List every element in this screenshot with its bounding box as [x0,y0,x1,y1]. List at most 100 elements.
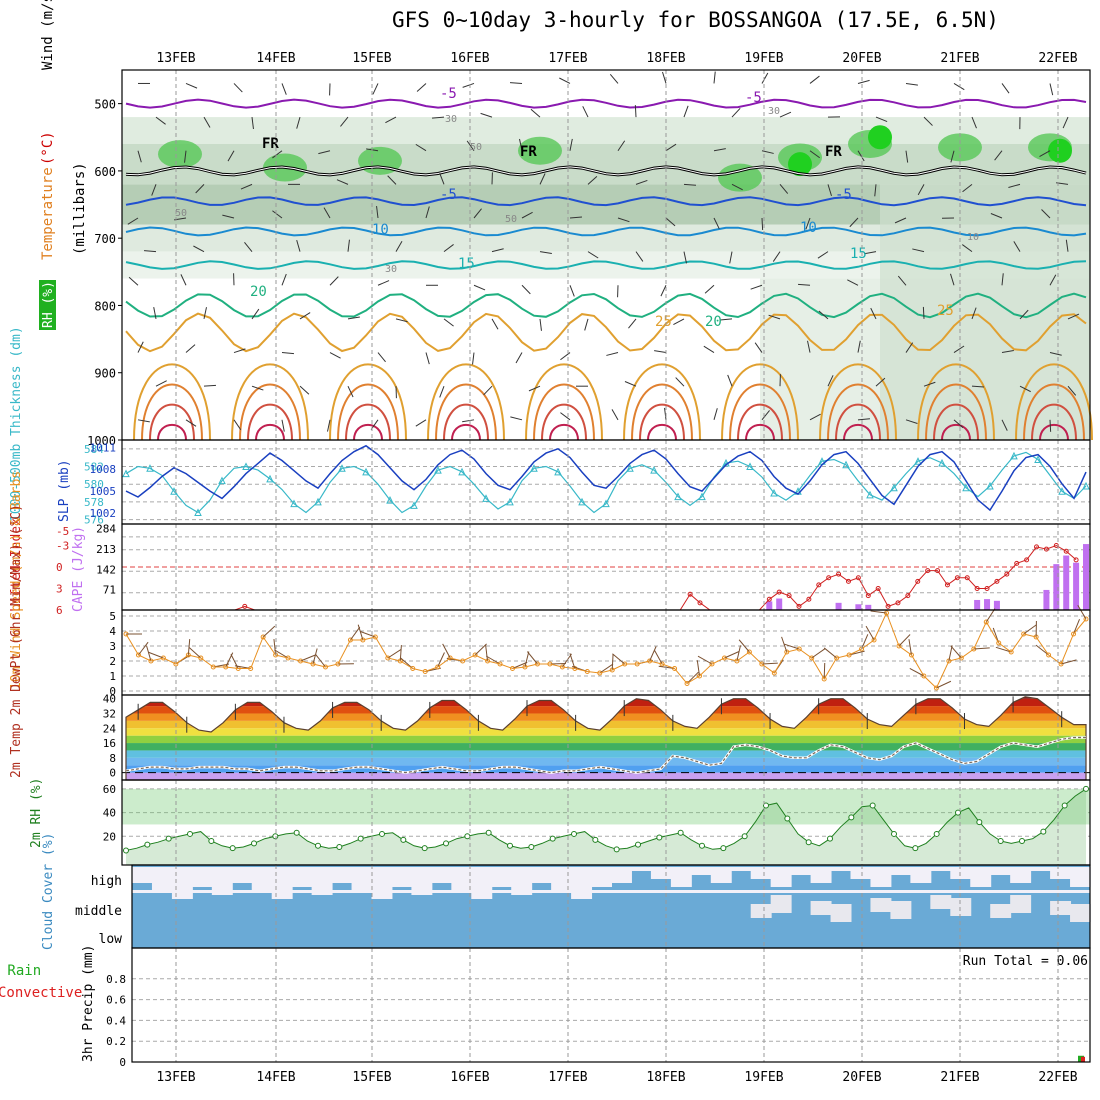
wind-barb [244,241,253,252]
wind-barb [155,116,166,125]
wind-barb [340,116,349,127]
cloud-clear-mid [890,901,912,919]
wind-barb [713,71,716,84]
wind-speed-point [871,637,877,643]
cloud-clear-mid [1010,895,1032,913]
rh-point [635,841,641,848]
wind-barb [809,413,821,421]
warm-isotherm-dome [247,403,293,441]
cape-bar [766,601,773,610]
wind-barb [658,665,675,669]
wind-barb [587,175,598,185]
thickness-point [458,467,466,476]
thickness-point [410,501,418,509]
ylabel-convective: Convective [0,985,82,1001]
cloud-clear-high [690,867,712,875]
warm-isotherm-dome [541,403,587,441]
wind-barb [805,217,811,230]
wind-barb [569,653,576,669]
wind-barb [953,419,964,429]
cloud-clear-high [491,867,513,887]
rh-point [1040,828,1047,835]
ylabel-temperature: Temperature [40,167,56,260]
wind-barb [827,184,832,196]
wind-barb [870,307,877,320]
date-label-bottom: 19FEB [744,1070,783,1085]
ylabel-temp2m: 2m Temp 2m DewPt (6hr Min/Max) (°C) [9,504,24,778]
rh-point [336,843,343,850]
temp-band [126,743,1086,751]
slp-line [125,444,1087,512]
rh-point [549,835,556,842]
wind-barb [609,73,619,84]
wind-barb [811,648,826,659]
cape-bar [1063,555,1070,610]
rh-point [1061,802,1068,809]
warm-isotherm-dome [631,383,693,441]
wind-barb [909,668,925,677]
cloud-clear-high [411,867,433,895]
wind-barb [561,653,572,668]
wind-barb [617,140,626,152]
cloud-clear-high [231,867,253,883]
yaxis-tick-pressure: 1000 [87,434,116,448]
ylabel-rh2m: 2m RH (%) [29,778,44,848]
thickness-point [1082,481,1090,490]
temp-ylabel: 2m Temp 2m DewPt (6hr Min/Max) (°C) [9,504,24,778]
wind-barb [128,276,139,286]
wind-barb [917,184,925,196]
yaxis-tick-wind: 3 [109,640,116,653]
contour-label: FR [520,144,537,160]
wind-barb [519,138,523,151]
isotherm-line [125,98,1087,109]
warm-isotherm-dome [231,363,309,441]
run-total: Run Total = 0.06 [963,954,1088,969]
rh-point [165,835,172,842]
wind-barb [480,112,493,118]
dewpoint-line [125,736,1086,774]
yaxis-tick-li: -5 [56,525,69,538]
yaxis-tick-wind: 4 [109,625,116,638]
yaxis-tick-li: 3 [56,583,63,596]
wind-barb [664,407,667,420]
rh-point [613,846,620,853]
wind-barb [779,184,789,194]
cloud-clear-high [1030,867,1052,871]
contour-label: -5 [440,187,457,203]
wind-barb [195,184,205,194]
wind-barb [203,307,207,320]
cloud-clear-high [431,867,453,883]
wind-barb [474,643,487,656]
temp-band [126,735,1086,744]
wind-barb [137,419,150,423]
wind-barb [185,419,197,427]
warm-isotherm-dome [239,383,301,441]
wind-barb [724,651,740,659]
rh-saturated-blob [868,125,892,150]
yaxis-tick-cape: 71 [103,584,116,597]
rh-point [592,836,599,843]
wind-barb [1049,274,1057,286]
cape-bar [865,604,872,610]
cloud-clear-high [471,867,493,899]
cloud-clear-high [251,867,273,891]
cloud-clear-mid [750,904,772,918]
wind-barb [350,626,361,641]
wind-barb [485,645,489,662]
rh-point [528,843,535,850]
wind-barb [415,143,427,152]
wind-barb [318,150,331,155]
wind-barb [272,210,283,219]
li-point [994,578,1000,584]
cloud-layer-sep [132,890,1090,893]
wind-barb [635,251,644,262]
cloud-clear-high [191,867,213,887]
warm-isotherm-dome [345,403,391,441]
cloud-clear-mid [930,895,952,909]
wind-barb [299,312,311,320]
cloud-clear-high [571,867,593,899]
wind-barb [296,116,301,129]
wind-ylabel: 10m Wind Speed (m/s) & Barbs [9,471,24,690]
isotherm-line [125,292,1087,319]
cloud-clear-high [870,867,892,887]
